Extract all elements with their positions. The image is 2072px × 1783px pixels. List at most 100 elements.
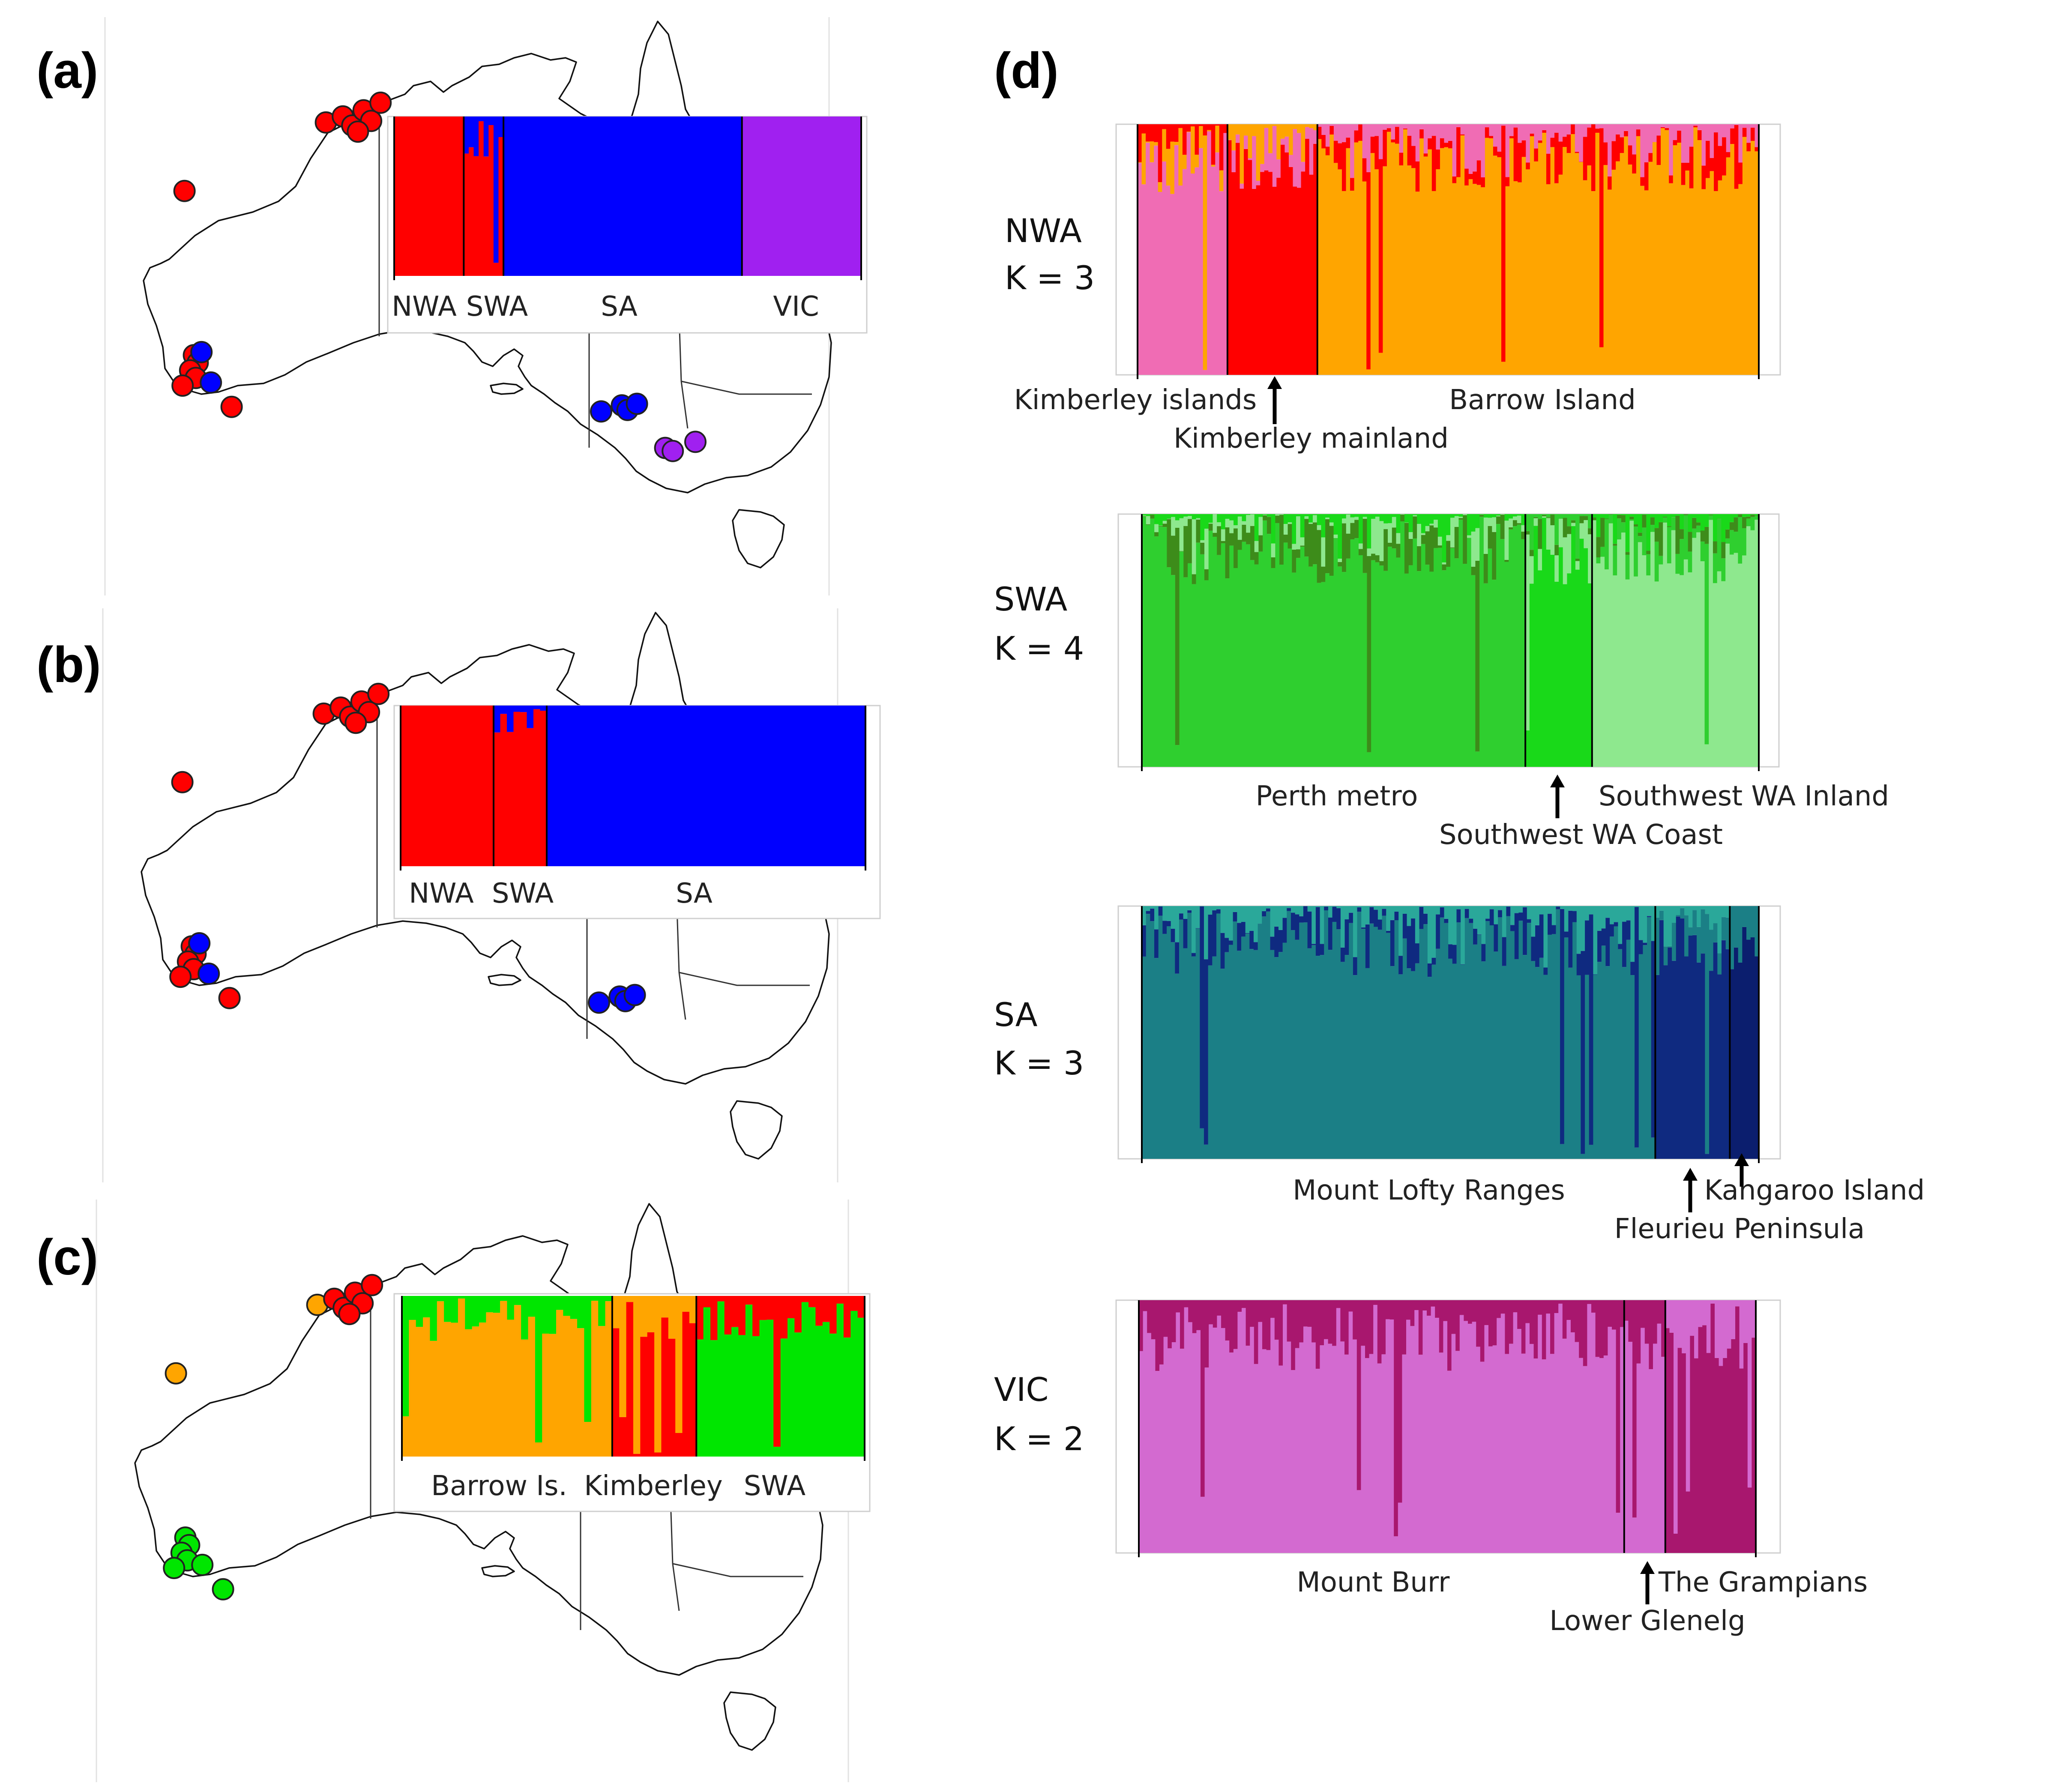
ancestry-bar bbox=[766, 706, 773, 866]
ancestry-bar bbox=[672, 117, 678, 276]
ancestry-bar bbox=[1543, 975, 1548, 1159]
ancestry-bar bbox=[857, 1317, 865, 1457]
ancestry-bar bbox=[1529, 583, 1534, 767]
ancestry-bar bbox=[1460, 135, 1465, 375]
ancestry-bar bbox=[1231, 172, 1236, 375]
ancestry-bar bbox=[1510, 931, 1515, 1159]
ancestry-bar bbox=[500, 1296, 508, 1301]
sample-site-marker bbox=[662, 440, 684, 462]
ancestry-bar bbox=[473, 156, 479, 276]
ancestry-bar bbox=[1750, 530, 1755, 767]
ancestry-bar bbox=[1750, 937, 1755, 1159]
ancestry-bar bbox=[1146, 124, 1150, 142]
ancestry-bar bbox=[394, 117, 400, 276]
ancestry-bar bbox=[791, 117, 797, 276]
ancestry-bar bbox=[1320, 944, 1324, 955]
ancestry-bar bbox=[1436, 914, 1440, 949]
ancestry-bar bbox=[1579, 516, 1584, 524]
ancestry-bar bbox=[1167, 567, 1171, 767]
ancestry-bar bbox=[1575, 153, 1579, 375]
ancestry-bar bbox=[1307, 911, 1312, 948]
ancestry-bar bbox=[1548, 934, 1552, 1159]
ancestry-bar bbox=[826, 117, 832, 276]
ancestry-bar bbox=[1365, 906, 1370, 924]
ancestry-bar bbox=[1572, 922, 1577, 1159]
ancestry-bar bbox=[1467, 514, 1472, 535]
ancestry-bar bbox=[1367, 556, 1371, 752]
ancestry-bar bbox=[1274, 957, 1279, 1159]
ancestry-bar bbox=[1413, 516, 1417, 539]
ancestry-bar bbox=[1509, 1300, 1514, 1344]
ancestry-bar bbox=[1638, 542, 1643, 767]
ancestry-bar bbox=[1382, 909, 1386, 916]
ancestry-bar bbox=[731, 1296, 739, 1327]
ancestry-bar bbox=[1321, 124, 1326, 135]
ancestry-bar bbox=[1278, 906, 1283, 930]
ancestry-bar bbox=[1421, 535, 1426, 544]
ancestry-bar bbox=[673, 706, 680, 866]
ancestry-bar bbox=[1634, 514, 1638, 525]
ancestry-bar bbox=[812, 706, 820, 866]
ancestry-bar bbox=[1652, 142, 1657, 375]
ancestry-bar bbox=[1146, 914, 1150, 1159]
region-name-swa: SWA bbox=[994, 580, 1067, 618]
ancestry-bar bbox=[1348, 1311, 1353, 1553]
ancestry-bar bbox=[1583, 1366, 1587, 1553]
ancestry-bar bbox=[1442, 514, 1446, 562]
ancestry-bar bbox=[1558, 519, 1563, 547]
ancestry-bar bbox=[1196, 519, 1201, 543]
ancestry-bar bbox=[1610, 924, 1614, 937]
ancestry-bar bbox=[1663, 906, 1668, 947]
ancestry-bar bbox=[1168, 1300, 1172, 1349]
ancestry-bar bbox=[1146, 525, 1151, 767]
ancestry-bar bbox=[1704, 744, 1709, 767]
ancestry-bar bbox=[1488, 526, 1492, 549]
bar-plot-nwa bbox=[1137, 124, 1760, 379]
ancestry-bar bbox=[1417, 514, 1422, 524]
ancestry-bar bbox=[1338, 514, 1342, 559]
ancestry-bar bbox=[1358, 549, 1363, 556]
ancestry-bar bbox=[1321, 148, 1326, 375]
ancestry-bar bbox=[1469, 918, 1473, 923]
ancestry-bar bbox=[1370, 153, 1375, 375]
ancestry-bar bbox=[1620, 1300, 1625, 1327]
sample-site-marker bbox=[190, 341, 213, 363]
ancestry-bar bbox=[1546, 549, 1551, 767]
ancestry-bar bbox=[843, 1296, 851, 1338]
ancestry-bar bbox=[587, 706, 594, 866]
ancestry-bar bbox=[1493, 124, 1498, 147]
ancestry-bar bbox=[1729, 522, 1734, 530]
ancestry-bar bbox=[780, 1296, 788, 1339]
ancestry-bar bbox=[702, 117, 708, 276]
ancestry-bar bbox=[1505, 186, 1510, 375]
ancestry-bar bbox=[1388, 514, 1392, 524]
ancestry-bar bbox=[563, 117, 569, 276]
ancestry-bar bbox=[1386, 1300, 1390, 1319]
ancestry-bar bbox=[1436, 124, 1440, 150]
ancestry-bar bbox=[1311, 944, 1316, 945]
ancestry-bar bbox=[1605, 514, 1609, 519]
ancestry-bar bbox=[626, 1302, 634, 1457]
ancestry-bar bbox=[1563, 124, 1567, 137]
ancestry-bar bbox=[1158, 915, 1163, 1159]
ancestry-bar bbox=[1550, 515, 1555, 526]
ancestry-bar bbox=[1442, 570, 1446, 767]
ancestry-bar bbox=[1362, 124, 1367, 159]
ancestry-bar bbox=[1583, 180, 1587, 375]
ancestry-bar bbox=[1650, 525, 1655, 532]
ancestry-bar bbox=[1700, 514, 1705, 531]
ancestry-bar bbox=[1680, 575, 1684, 767]
ancestry-bar bbox=[1246, 1300, 1250, 1346]
ancestry-bar bbox=[1550, 138, 1555, 147]
ancestry-bar bbox=[1546, 1313, 1551, 1553]
ancestry-bar bbox=[527, 706, 534, 728]
ancestry-bar bbox=[1219, 170, 1224, 191]
ancestry-bar bbox=[1526, 162, 1530, 170]
ancestry-bar bbox=[696, 1296, 704, 1340]
ancestry-bar bbox=[1217, 1300, 1222, 1316]
ancestry-bar bbox=[1389, 1300, 1394, 1320]
ancestry-bar bbox=[468, 147, 474, 276]
ancestry-bar bbox=[1656, 165, 1661, 375]
ancestry-bar bbox=[1375, 514, 1380, 517]
ancestry-bar bbox=[1332, 906, 1337, 922]
